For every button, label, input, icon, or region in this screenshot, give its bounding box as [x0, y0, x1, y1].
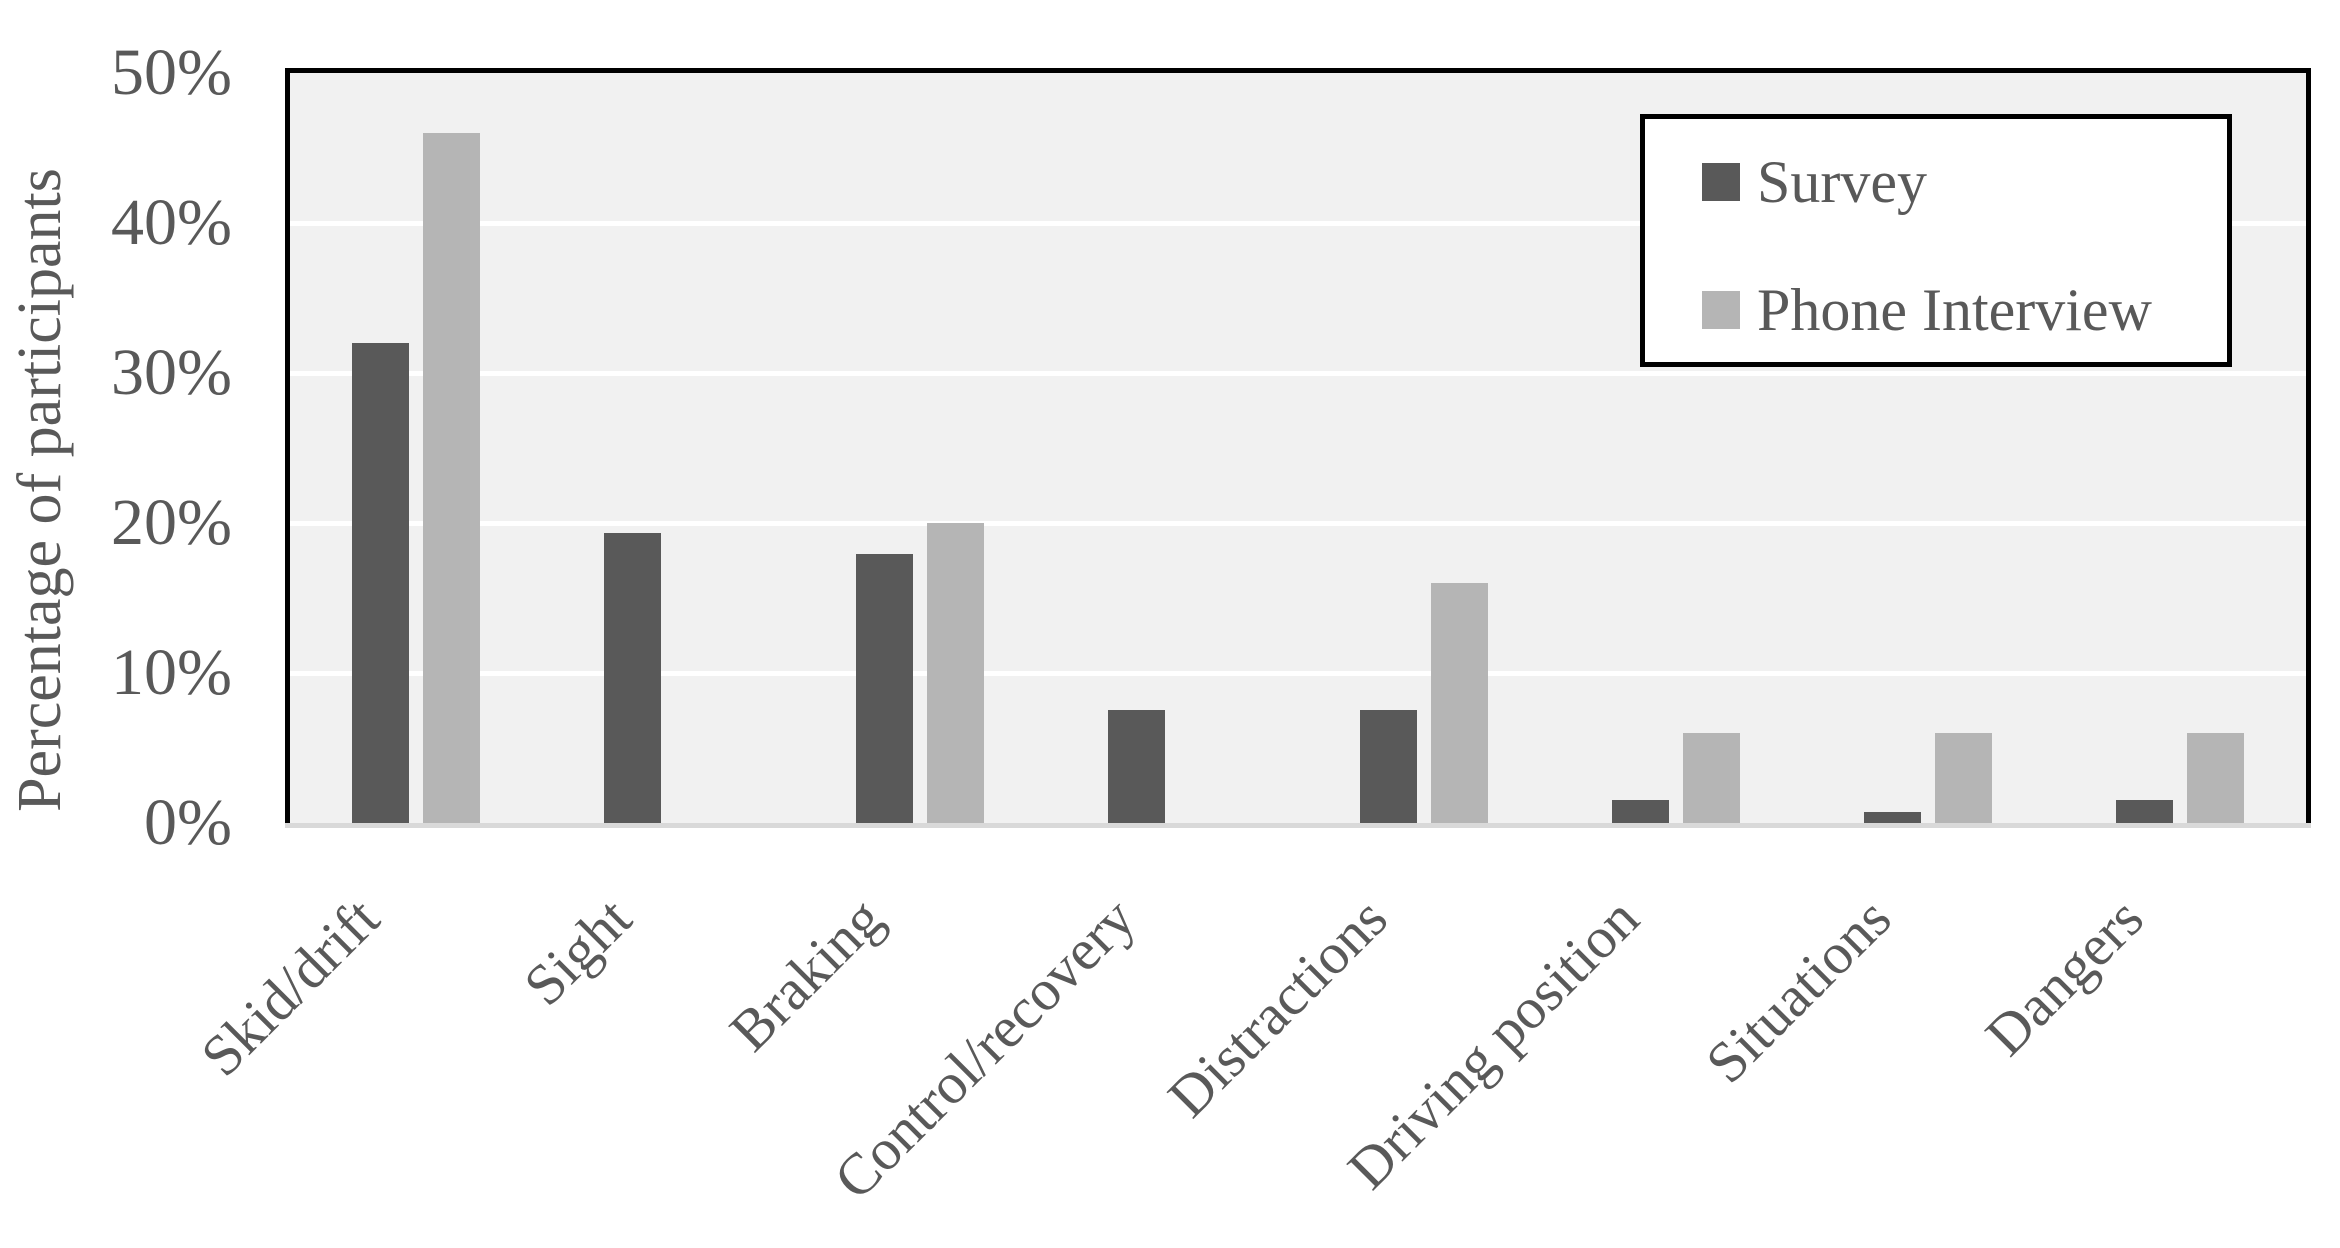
bar-survey-skid-drift [352, 343, 409, 823]
gridline-20 [290, 521, 2306, 526]
x-label-distractions: Distractions [1155, 885, 1400, 1130]
bar-phone-interview-dangers [2187, 733, 2244, 823]
y-tick-label-10: 10% [111, 636, 232, 709]
x-axis-line [285, 823, 2311, 828]
legend-item-survey: Survey [1702, 149, 1927, 215]
bar-survey-driving-position [1612, 800, 1669, 823]
bar-survey-distractions [1360, 710, 1417, 823]
x-label-braking: Braking [717, 885, 896, 1064]
bar-phone-interview-situations [1935, 733, 1992, 823]
bar-survey-control-recovery [1108, 710, 1165, 823]
legend-swatch-icon [1702, 291, 1740, 329]
y-tick-label-20: 20% [111, 486, 232, 559]
x-label-skid-drift: Skid/drift [188, 885, 392, 1089]
gridline-10 [290, 671, 2306, 676]
gridline-30 [290, 371, 2306, 376]
legend-label: Phone Interview [1757, 277, 2152, 343]
gridline-40 [290, 221, 2306, 226]
x-label-sight: Sight [510, 885, 644, 1018]
y-tick-label-30: 30% [111, 336, 232, 409]
bar-survey-sight [604, 533, 661, 823]
bar-survey-braking [856, 554, 913, 823]
bar-phone-interview-skid-drift [423, 133, 480, 823]
plot-border-top [285, 68, 2311, 73]
y-tick-label-50: 50% [111, 36, 232, 109]
bar-survey-situations [1864, 812, 1921, 823]
legend-label: Survey [1757, 149, 1927, 215]
bar-phone-interview-braking [927, 523, 984, 823]
legend: Survey Phone Interview [1640, 114, 2232, 367]
y-tick-label-40: 40% [111, 186, 232, 259]
legend-swatch-icon [1702, 163, 1740, 201]
y-tick-label-0: 0% [144, 786, 232, 859]
plot-border-left [285, 68, 290, 828]
x-label-dangers: Dangers [1972, 885, 2156, 1068]
legend-item-phone-interview: Phone Interview [1702, 277, 2152, 343]
plot-border-right [2306, 68, 2311, 828]
bar-survey-dangers [2116, 800, 2173, 823]
bar-phone-interview-driving-position [1683, 733, 1740, 823]
bar-phone-interview-distractions [1431, 583, 1488, 823]
x-label-situations: Situations [1693, 885, 1904, 1096]
